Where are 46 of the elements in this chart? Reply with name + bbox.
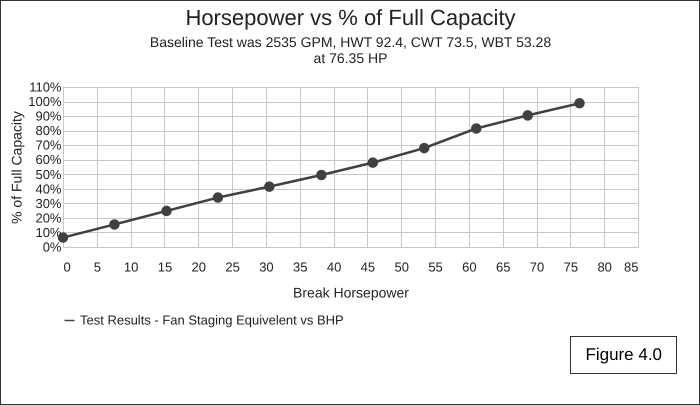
x-tick-label: 40	[326, 260, 342, 274]
x-tick-label: 50	[394, 260, 409, 274]
x-tick-label: 35	[293, 260, 308, 274]
point	[471, 123, 482, 134]
y-tick-label: 0%	[42, 240, 62, 254]
x-tick-label: 70	[530, 260, 544, 274]
y-tick-label: 70%	[35, 138, 62, 153]
caption: Figure 4.0	[570, 336, 677, 374]
chart-title: Horsepower vs % of Full Capacity	[185, 5, 516, 30]
point	[522, 110, 533, 121]
y-tick-label: 60%	[35, 152, 62, 168]
x-tick-label: 80	[597, 260, 612, 274]
y-tick-label: 80%	[35, 123, 62, 138]
y-axis-title: % of Full Capacity	[8, 111, 24, 224]
x-tick-label: 0	[64, 260, 71, 274]
point	[574, 98, 585, 109]
y-tick-label: 50%	[35, 166, 62, 182]
y-tick-label: 20%	[35, 210, 62, 226]
x-tick-label: 20	[192, 260, 206, 274]
x-tick-label: 25	[225, 260, 240, 274]
legend-label: Test Results - Fan Staging Equivelent vs BHP	[80, 312, 344, 328]
x-tick-label: 55	[428, 260, 443, 274]
x-tick-label: 15	[158, 260, 172, 274]
point	[161, 206, 172, 216]
x-tick-label: 45	[360, 260, 376, 274]
point	[368, 157, 378, 168]
x-tick-label: 60	[462, 260, 477, 274]
point	[316, 170, 327, 180]
y-tick-label: 30%	[35, 196, 62, 211]
text: Baseline Test was 2535 GPM, HWT 92.4, CWT 73.5, WBT 53.28	[150, 34, 552, 50]
y-tick-label: 40%	[35, 181, 62, 196]
x-axis-title: Break Horsepower	[293, 284, 410, 300]
x-tick-label: 65	[496, 260, 510, 274]
y-tick-label: 110%	[29, 80, 62, 94]
x-tick-label: 85	[624, 260, 638, 274]
x-tick-label: 30	[259, 260, 274, 274]
point	[264, 181, 275, 192]
point	[212, 192, 224, 203]
y-tick-label: 90%	[35, 108, 62, 124]
x-tick-label: 75	[564, 260, 578, 274]
x-tick-label: 10	[124, 260, 138, 274]
text: at 76.35 HP	[314, 50, 388, 66]
y-tick-label: 100%	[28, 94, 62, 110]
point	[418, 142, 430, 154]
point	[109, 219, 120, 230]
x-tick-label: 5	[94, 260, 101, 274]
